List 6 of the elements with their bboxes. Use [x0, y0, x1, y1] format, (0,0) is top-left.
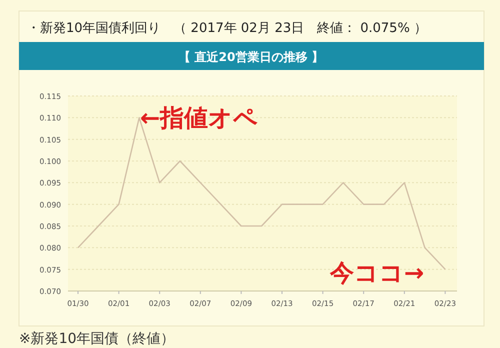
- subtitle-banner: 【 直近20営業日の推移 】: [19, 42, 484, 70]
- annotation: ←指値オペ: [140, 104, 258, 132]
- text: ※新発10年国債（終値）: [19, 331, 175, 347]
- annotation: 今ココ→: [329, 259, 424, 287]
- chart-title: ・新発10年国債利回り （ 2017年 02月 23日 終値： 0.075% ）: [27, 21, 427, 36]
- chart-subtitle: 【 直近20営業日の推移 】: [178, 50, 324, 64]
